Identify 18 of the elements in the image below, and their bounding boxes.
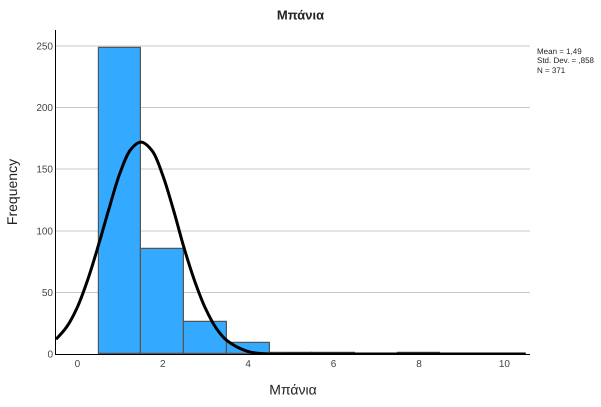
x-tick-label: 2	[160, 359, 166, 370]
x-axis-title: Μπάνια	[269, 381, 317, 398]
chart-title: Μπάνια	[276, 7, 324, 22]
x-tick-label: 10	[498, 359, 510, 370]
y-tick-label: 0	[47, 350, 54, 360]
x-tick-label: 6	[330, 359, 337, 370]
x-tick-label: 0	[74, 359, 81, 370]
text: N = 371	[537, 66, 566, 75]
y-tick-label: 150	[36, 164, 54, 176]
y-axis-title: Frequency	[4, 158, 20, 226]
text: Std. Dev. = ,858	[537, 56, 595, 65]
y-tick-label: 100	[36, 226, 54, 238]
text: Mean = 1,49	[537, 47, 582, 56]
y-tick-label: 200	[36, 103, 54, 114]
y-tick-label: 250	[36, 42, 54, 53]
x-tick-label: 8	[416, 359, 422, 370]
y-tick-label: 50	[42, 288, 54, 299]
x-tick-label: 4	[245, 359, 252, 370]
